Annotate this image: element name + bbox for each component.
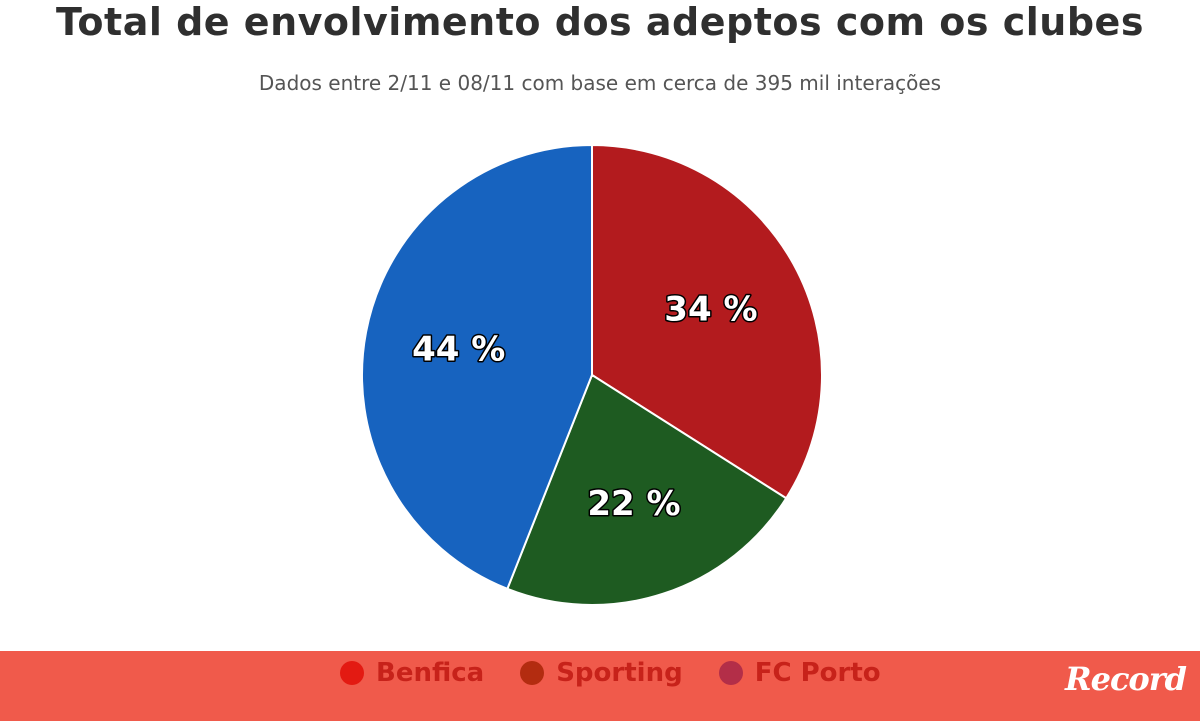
legend-label-benfica: Benfica xyxy=(376,658,485,688)
legend-label-sporting: Sporting xyxy=(556,658,683,688)
slice-label-fc-porto: 44 % xyxy=(412,330,505,370)
legend-footer: Benfica Sporting FC Porto Record xyxy=(0,651,1200,721)
legend-item-sporting[interactable]: Sporting xyxy=(520,658,683,688)
legend-swatch-benfica xyxy=(340,661,364,685)
slice-label-benfica: 34 % xyxy=(664,290,757,330)
legend-item-fc-porto[interactable]: FC Porto xyxy=(718,658,881,688)
pie-slice-benfica[interactable] xyxy=(591,144,823,500)
slice-label-sporting: 22 % xyxy=(587,484,680,524)
chart-subtitle: Dados entre 2/11 e 08/11 com base em cer… xyxy=(258,71,942,95)
legend-label-fc-porto: FC Porto xyxy=(754,658,881,688)
legend-item-benfica[interactable]: Benfica xyxy=(340,658,484,688)
record-logo: Record xyxy=(1064,660,1187,698)
legend: Benfica Sporting FC Porto xyxy=(340,651,917,695)
pie-slice-sporting[interactable] xyxy=(506,374,788,606)
chart-title: Total de envolvimento dos adeptos com os… xyxy=(56,0,1144,44)
legend-swatch-sporting xyxy=(520,661,545,685)
legend-swatch-fc-porto xyxy=(718,661,743,685)
pie-chart: 34 % 22 % 44 % xyxy=(360,144,823,606)
pie-slice-fc-porto[interactable] xyxy=(360,144,593,590)
